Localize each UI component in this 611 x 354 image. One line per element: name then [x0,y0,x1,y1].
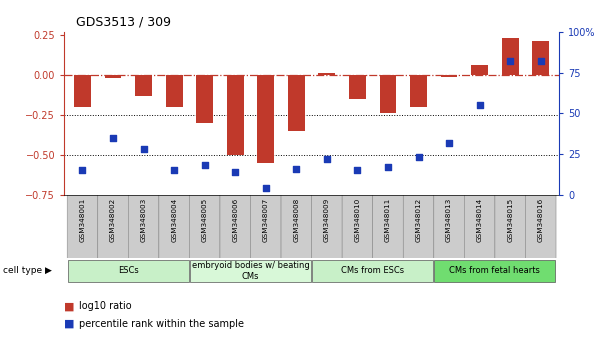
Text: log10 ratio: log10 ratio [79,301,132,311]
Text: GSM348001: GSM348001 [79,198,86,242]
Point [200,162,210,168]
FancyBboxPatch shape [464,193,495,260]
FancyBboxPatch shape [342,193,373,260]
Point [230,169,240,175]
FancyBboxPatch shape [159,193,189,260]
Bar [74,75,91,107]
Text: GSM348005: GSM348005 [202,198,208,242]
Bar [349,75,366,99]
Bar [318,73,335,75]
Text: CMs from ESCs: CMs from ESCs [341,266,404,275]
FancyBboxPatch shape [190,260,311,282]
Bar [532,41,549,75]
Bar [104,75,122,78]
Text: GSM348015: GSM348015 [507,198,513,242]
Text: GDS3513 / 309: GDS3513 / 309 [76,15,171,28]
Bar [441,75,458,76]
Text: GSM348013: GSM348013 [446,198,452,242]
Text: cell type: cell type [3,266,42,275]
Bar [196,75,213,123]
FancyBboxPatch shape [434,260,555,282]
FancyBboxPatch shape [434,193,464,260]
Point [444,140,454,145]
Point [505,58,515,64]
Point [383,164,393,170]
Text: GSM348002: GSM348002 [110,198,116,242]
Point [414,154,423,160]
Text: GSM348007: GSM348007 [263,198,269,242]
Text: GSM348016: GSM348016 [538,198,544,242]
Text: ▶: ▶ [45,266,51,275]
Text: CMs from fetal hearts: CMs from fetal hearts [450,266,540,275]
Text: GSM348014: GSM348014 [477,198,483,242]
FancyBboxPatch shape [189,193,220,260]
Text: embryoid bodies w/ beating
CMs: embryoid bodies w/ beating CMs [192,261,309,280]
Text: GSM348003: GSM348003 [141,198,147,242]
Point [108,135,118,141]
Text: ESCs: ESCs [118,266,139,275]
Bar [379,75,397,113]
Point [169,167,179,173]
FancyBboxPatch shape [251,193,281,260]
Bar [135,75,152,96]
Text: percentile rank within the sample: percentile rank within the sample [79,319,244,329]
FancyBboxPatch shape [68,260,189,282]
Point [322,156,332,162]
Bar [227,75,244,155]
Text: GSM348012: GSM348012 [415,198,422,242]
Bar [471,64,488,75]
Bar [166,75,183,107]
FancyBboxPatch shape [403,193,434,260]
Point [536,58,546,64]
Point [475,102,485,108]
FancyBboxPatch shape [495,193,525,260]
Bar [288,75,305,131]
FancyBboxPatch shape [128,193,159,260]
Point [353,167,362,173]
Text: GSM348010: GSM348010 [354,198,360,242]
Text: GSM348008: GSM348008 [293,198,299,242]
Text: GSM348006: GSM348006 [232,198,238,242]
FancyBboxPatch shape [98,193,128,260]
FancyBboxPatch shape [373,193,403,260]
FancyBboxPatch shape [281,193,312,260]
Text: ■: ■ [64,301,75,311]
Text: GSM348011: GSM348011 [385,198,391,242]
Point [261,185,271,191]
FancyBboxPatch shape [220,193,251,260]
FancyBboxPatch shape [312,193,342,260]
FancyBboxPatch shape [67,193,98,260]
Bar [502,38,519,75]
Point [139,146,148,152]
Text: GSM348004: GSM348004 [171,198,177,242]
FancyBboxPatch shape [312,260,433,282]
Text: ■: ■ [64,319,75,329]
FancyBboxPatch shape [525,193,556,260]
Bar [410,75,427,107]
Text: GSM348009: GSM348009 [324,198,330,242]
Bar [257,75,274,163]
Point [78,167,87,173]
Point [291,166,301,171]
